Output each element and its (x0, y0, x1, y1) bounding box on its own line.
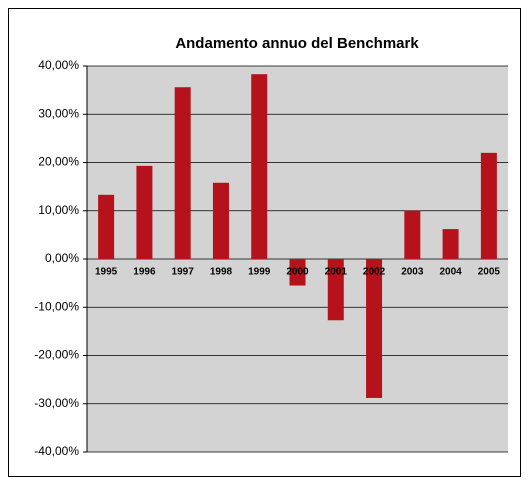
x-tick-label: 1999 (248, 267, 271, 278)
bar (366, 259, 383, 398)
chart-title: Andamento annuo del Benchmark (175, 35, 419, 52)
bar (98, 194, 115, 259)
y-tick-label: 20,00% (38, 155, 79, 169)
bar (480, 152, 497, 259)
bar (327, 259, 344, 321)
y-tick-label: -30,00% (34, 396, 79, 410)
y-tick-label: 40,00% (38, 58, 79, 72)
x-tick-label: 2002 (363, 267, 386, 278)
x-tick-label: 2001 (325, 267, 348, 278)
bar (174, 87, 191, 259)
y-tick-label: -10,00% (34, 299, 79, 313)
bar (136, 165, 153, 259)
bar (442, 229, 459, 259)
x-tick-label: 1997 (172, 267, 195, 278)
bar (289, 259, 306, 286)
y-tick-label: 10,00% (38, 203, 79, 217)
y-tick-label: 30,00% (38, 106, 79, 120)
x-tick-label: 1996 (133, 267, 156, 278)
x-tick-label: 2005 (478, 267, 501, 278)
bar (404, 210, 421, 259)
y-tick-label: -20,00% (34, 348, 79, 362)
x-tick-label: 2000 (286, 267, 309, 278)
x-tick-label: 1995 (95, 267, 118, 278)
x-tick-label: 2003 (401, 267, 424, 278)
x-tick-label: 1998 (210, 267, 233, 278)
bar (251, 74, 268, 259)
bar (212, 182, 229, 259)
y-tick-label: 0,00% (45, 251, 79, 265)
x-tick-label: 2004 (439, 267, 462, 278)
y-tick-label: -40,00% (34, 444, 79, 458)
